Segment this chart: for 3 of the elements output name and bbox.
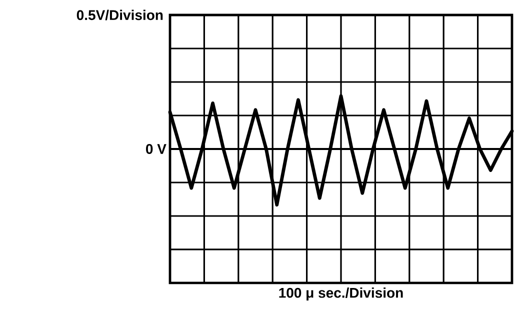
text: 100 μ sec./Division [279,288,403,300]
text: 0.5V/Division [76,10,163,20]
ref-line-label: 0 V [146,144,166,154]
